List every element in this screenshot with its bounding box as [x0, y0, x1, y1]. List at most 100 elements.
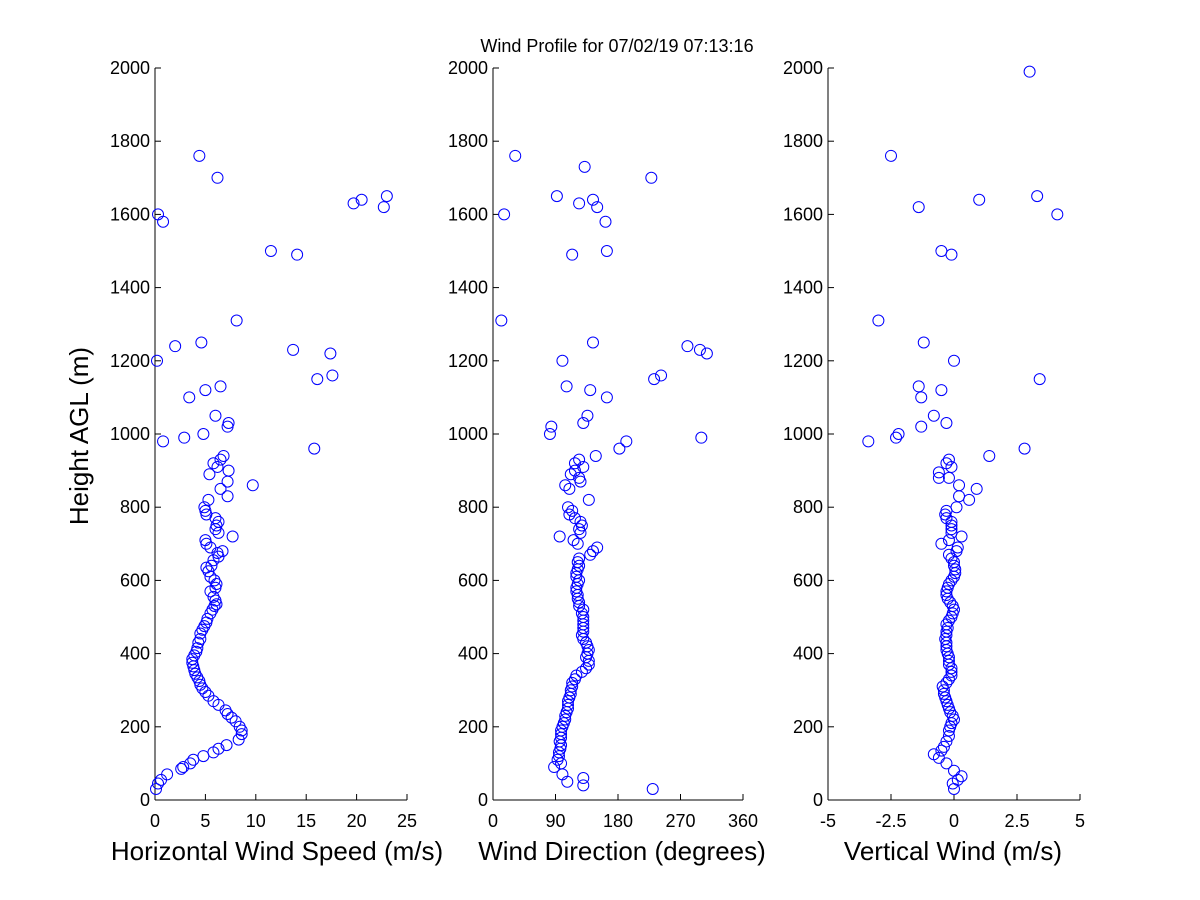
vertical-data-point: [942, 614, 955, 627]
speed-x-tick-label: 0: [150, 811, 160, 831]
speed-data-point: [212, 742, 225, 755]
vertical-data-point: [983, 449, 996, 462]
direction-y-tick-label: 2000: [448, 58, 488, 78]
vertical-y-tick-label: 1000: [783, 424, 823, 444]
vertical-data-point: [1033, 373, 1046, 386]
speed-data-point: [232, 733, 245, 746]
speed-data-point: [326, 369, 339, 382]
vertical-y-tick-label: 400: [793, 644, 823, 664]
direction-data-point: [693, 343, 706, 356]
vertical-data-point: [942, 471, 955, 484]
direction-x-tick-label: 270: [665, 811, 695, 831]
speed-data-point: [229, 715, 242, 728]
speed-data-point: [287, 343, 300, 356]
direction-x-axis-label: Wind Direction (degrees): [478, 836, 766, 866]
vertical-data-point: [892, 428, 905, 440]
vertical-x-tick-label: -5: [820, 811, 836, 831]
speed-x-axis-label: Horizontal Wind Speed (m/s): [111, 836, 443, 866]
vertical-data-point: [885, 149, 897, 162]
direction-data-point: [543, 428, 556, 440]
vertical-data-point: [927, 748, 940, 761]
speed-y-tick-label: 1000: [110, 424, 150, 444]
direction-data-point: [563, 508, 576, 521]
direction-data-point: [559, 713, 572, 726]
direction-data-point: [700, 347, 713, 360]
speed-data-point: [235, 728, 248, 741]
vertical-data-point: [862, 435, 875, 448]
speed-data-point: [214, 453, 227, 466]
speed-data-point: [205, 559, 218, 572]
vertical-data-point: [950, 501, 963, 514]
vertical-data-point: [945, 574, 958, 587]
vertical-data-point: [942, 673, 955, 686]
vertical-data-point: [932, 466, 945, 479]
vertical-data-point: [1023, 65, 1036, 78]
direction-data-point: [577, 417, 590, 430]
vertical-x-tick-label: 0: [949, 811, 959, 831]
direction-data-point: [566, 248, 579, 261]
direction-data-point: [573, 453, 586, 466]
direction-data-point: [648, 373, 661, 386]
speed-y-tick-label: 0: [140, 790, 150, 810]
speed-data-point: [217, 449, 230, 462]
vertical-data-point: [942, 654, 955, 667]
direction-y-tick-label: 1600: [448, 204, 488, 224]
vertical-y-tick-label: 600: [793, 570, 823, 590]
vertical-y-tick-label: 2000: [783, 58, 823, 78]
speed-data-point: [194, 632, 207, 645]
vertical-data-point: [890, 431, 903, 444]
speed-data-point: [150, 783, 163, 796]
direction-data-point: [570, 570, 583, 583]
speed-data-point: [152, 777, 165, 790]
direction-data-point: [577, 603, 590, 616]
direction-data-point: [578, 160, 591, 173]
speed-data-point: [207, 590, 220, 603]
direction-data-point: [566, 676, 579, 689]
speed-data-point: [214, 380, 227, 393]
speed-data-point: [183, 391, 196, 404]
vertical-data-point: [1031, 190, 1044, 203]
vertical-y-tick-label: 0: [813, 790, 823, 810]
direction-data-point: [560, 380, 573, 393]
speed-data-point: [208, 600, 221, 613]
speed-data-point: [191, 642, 204, 655]
direction-data-point: [509, 149, 522, 162]
speed-data-point: [151, 354, 164, 367]
speed-y-tick-label: 1400: [110, 278, 150, 298]
speed-data-point: [193, 149, 206, 162]
speed-data-point: [222, 417, 235, 430]
speed-y-tick-label: 1200: [110, 351, 150, 371]
speed-y-tick-label: 600: [120, 570, 150, 590]
direction-data-point: [589, 449, 602, 462]
speed-data-point: [225, 711, 238, 724]
direction-data-point: [573, 471, 586, 484]
speed-data-point: [203, 468, 216, 481]
vertical-data-point: [940, 417, 953, 430]
vertical-data-point: [953, 479, 966, 492]
direction-y-tick-label: 800: [458, 497, 488, 517]
vertical-data-point: [915, 420, 928, 433]
vertical-data-point: [915, 391, 928, 404]
direction-data-point: [587, 336, 599, 349]
speed-x-tick-label: 20: [347, 811, 367, 831]
direction-data-point: [695, 431, 708, 444]
direction-data-point: [620, 435, 633, 448]
vertical-data-point: [945, 665, 958, 678]
speed-data-point: [184, 757, 197, 770]
direction-data-point: [591, 201, 604, 214]
direction-y-tick-label: 200: [458, 717, 488, 737]
speed-data-point: [177, 761, 190, 774]
speed-data-point: [221, 490, 234, 503]
speed-data-point: [230, 314, 243, 327]
direction-data-point: [600, 245, 613, 257]
direction-data-point: [573, 197, 586, 210]
vertical-data-point: [935, 384, 948, 397]
direction-x-tick-label: 360: [728, 811, 758, 831]
direction-data-point: [573, 523, 586, 536]
speed-y-tick-label: 1800: [110, 131, 150, 151]
vertical-data-point: [912, 201, 925, 214]
direction-data-point: [645, 171, 658, 184]
speed-data-point: [198, 501, 211, 514]
speed-data-point: [152, 208, 165, 221]
speed-data-point: [377, 201, 390, 214]
